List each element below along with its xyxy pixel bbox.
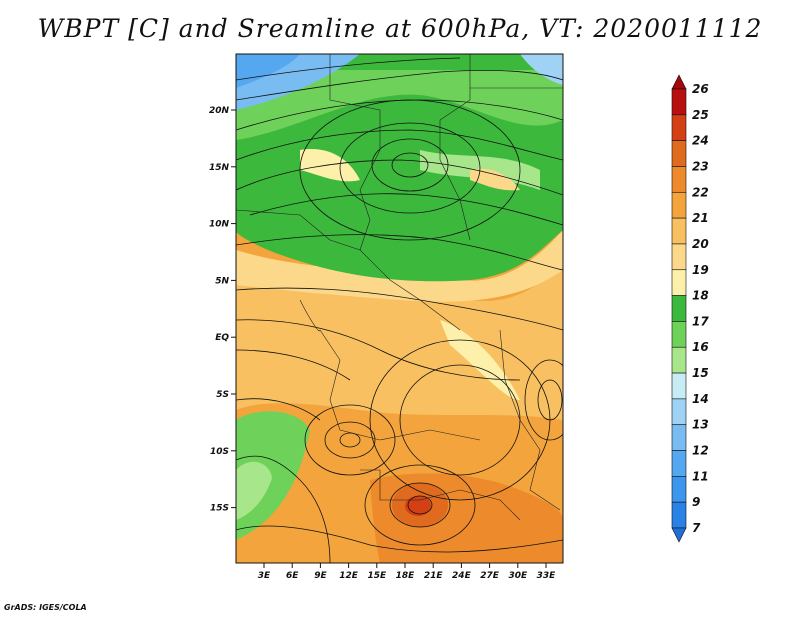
- longitude-axis: 3E 6E 9E 12E 15E 18E 21E 24E 27E 30E 33E: [258, 563, 556, 581]
- colorbar-label: 23: [692, 159, 709, 173]
- lon-tick-label: 27E: [480, 571, 500, 581]
- lon-tick-label: 24E: [452, 571, 472, 581]
- colorbar-box: [671, 372, 687, 400]
- colorbar-box: [671, 295, 687, 322]
- lon-tick-label: 21E: [424, 571, 444, 581]
- colorbar-label: 15: [692, 366, 709, 380]
- colorbar-label: 11: [692, 469, 709, 483]
- lon-tick-label: 15E: [367, 571, 387, 581]
- colorbar-box: [671, 346, 687, 374]
- colorbar-label: 18: [692, 289, 709, 303]
- colorbar-label: 14: [692, 392, 709, 406]
- colorbar-label: 13: [692, 418, 709, 432]
- colorbar-max-triangle: [671, 74, 687, 90]
- colorbar-label: 25: [692, 108, 709, 122]
- lat-tick-label: 20N: [209, 106, 230, 116]
- colorbar-label: 24: [692, 134, 709, 148]
- lon-tick-label: 12E: [339, 571, 359, 581]
- colorbar-label: 7: [692, 521, 701, 535]
- lon-tick-label: 30E: [508, 571, 528, 581]
- lat-tick-label: 15N: [209, 163, 230, 173]
- colorbar-min-triangle: [671, 527, 687, 543]
- colorbar-box: [671, 217, 687, 245]
- colorbar: 26 25 24 23 22 21 20 19 18 17 16 15 14 13 12 11 9 7: [671, 74, 709, 543]
- colorbar-box: [671, 269, 687, 296]
- lon-tick-label: 9E: [314, 571, 327, 581]
- colorbar-box: [671, 140, 687, 167]
- colorbar-box: [671, 501, 687, 529]
- colorbar-label: 17: [692, 314, 709, 328]
- lon-tick-label: 6E: [286, 571, 299, 581]
- lat-tick-label: EQ: [215, 333, 229, 343]
- colorbar-box: [671, 114, 687, 141]
- colorbar-label: 20: [692, 237, 709, 251]
- colorbar-label: 26: [692, 82, 709, 96]
- colorbar-label: 19: [692, 263, 709, 277]
- latitude-axis: 20N 15N 10N 5N EQ 5S 10S 15S: [209, 106, 236, 514]
- grads-credit: GrADS: IGES/COLA: [4, 603, 87, 612]
- lat-tick-label: 5N: [215, 276, 229, 286]
- colorbar-box: [671, 88, 687, 116]
- map-title: WBPT [C] and Sreamline at 600hPa, VT: 20…: [37, 14, 763, 43]
- colorbar-box: [671, 166, 687, 193]
- colorbar-label: 9: [692, 495, 700, 509]
- colorbar-label: 16: [692, 340, 709, 354]
- lon-tick-label: 18E: [396, 571, 416, 581]
- lat-tick-label: 10N: [209, 220, 230, 230]
- country-boundaries: [236, 54, 563, 521]
- colorbar-box: [671, 321, 687, 348]
- colorbar-box: [671, 476, 687, 503]
- lat-tick-label: 15S: [210, 504, 229, 514]
- colorbar-label: 21: [692, 211, 709, 225]
- colorbar-label: 12: [692, 444, 709, 458]
- colorbar-box: [671, 450, 687, 477]
- colorbar-box: [671, 424, 687, 451]
- lat-tick-label: 5S: [216, 390, 229, 400]
- colorbar-box: [671, 191, 687, 219]
- colorbar-label: 22: [692, 185, 709, 199]
- lon-tick-label: 33E: [537, 571, 557, 581]
- map-frame: [235, 53, 564, 564]
- colorbar-box: [671, 243, 687, 271]
- colorbar-box: [671, 398, 687, 426]
- lon-tick-label: 3E: [258, 571, 271, 581]
- lat-tick-label: 10S: [210, 447, 229, 457]
